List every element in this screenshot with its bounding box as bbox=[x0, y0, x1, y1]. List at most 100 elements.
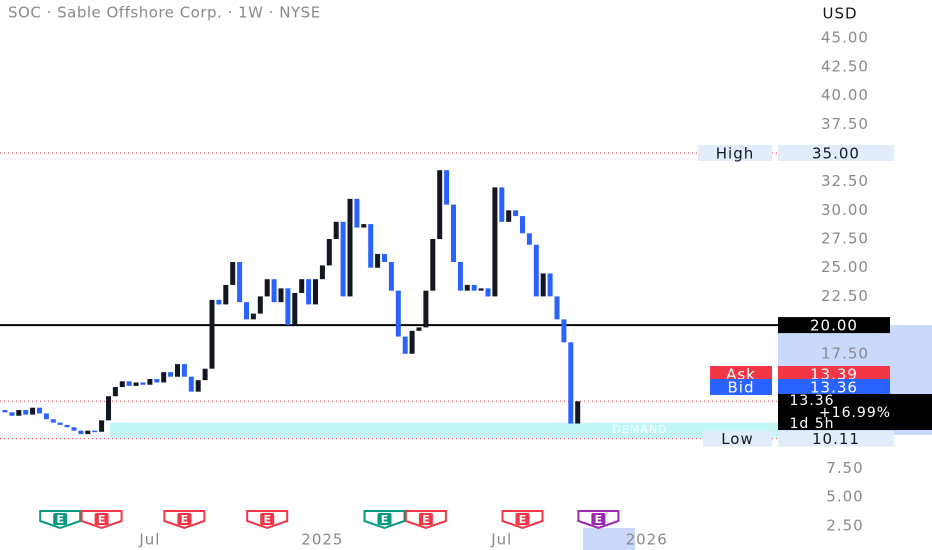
candle-body bbox=[464, 284, 470, 291]
low-label: Low bbox=[721, 430, 754, 448]
y-tick-label: 27.50 bbox=[821, 230, 869, 248]
candle-body bbox=[520, 216, 525, 234]
candle-body bbox=[306, 279, 312, 305]
y-tick-label: 22.50 bbox=[821, 287, 869, 305]
high-value-box bbox=[778, 144, 894, 161]
earnings-inner bbox=[94, 513, 109, 525]
candle-body bbox=[382, 253, 387, 262]
candle-body bbox=[423, 290, 429, 328]
earnings-inner bbox=[177, 513, 192, 525]
candle-body bbox=[209, 299, 215, 369]
candle-body bbox=[161, 372, 167, 383]
candle-body bbox=[375, 253, 381, 268]
candle-body bbox=[285, 288, 291, 326]
bid-value-box bbox=[778, 379, 890, 395]
y-tick-label: 5.00 bbox=[826, 488, 863, 506]
candle-body bbox=[485, 288, 491, 297]
candle-body bbox=[457, 261, 463, 291]
candle-body bbox=[126, 381, 132, 386]
candle-body bbox=[230, 261, 236, 285]
candle-body bbox=[264, 279, 270, 297]
candle-body bbox=[395, 290, 401, 337]
earnings-label: E bbox=[595, 513, 603, 526]
earnings-inner bbox=[515, 513, 530, 525]
earnings-label: E bbox=[181, 513, 189, 526]
candle-body bbox=[64, 424, 70, 428]
candle-body bbox=[2, 410, 8, 413]
x-tick-label: 2026 bbox=[626, 531, 668, 549]
candle-body bbox=[85, 430, 91, 435]
candle-body bbox=[319, 265, 325, 280]
candle-body bbox=[133, 382, 139, 386]
y-tick-label: 42.50 bbox=[821, 57, 869, 75]
candle-body bbox=[119, 381, 125, 388]
candle-body bbox=[409, 330, 415, 354]
x-tick-label: Jul bbox=[138, 531, 160, 549]
candle-body bbox=[554, 296, 560, 320]
bid-label: Bid bbox=[728, 379, 755, 397]
last-box bbox=[778, 394, 932, 430]
time-highlight bbox=[583, 528, 635, 550]
candle-body bbox=[50, 419, 56, 423]
candle-body bbox=[478, 288, 484, 291]
candle-body bbox=[223, 284, 229, 305]
high-label-box bbox=[698, 144, 772, 161]
y-tick-label: 45.00 bbox=[821, 29, 869, 47]
earnings-inner bbox=[591, 513, 606, 525]
candle-body bbox=[547, 273, 553, 297]
candle-body bbox=[140, 382, 146, 385]
candle-body bbox=[568, 342, 574, 424]
x-tick-label: Jul bbox=[490, 531, 512, 549]
ask-value-box bbox=[778, 366, 890, 382]
candle-body bbox=[271, 279, 277, 303]
candle-body bbox=[106, 396, 111, 421]
candle-body bbox=[340, 221, 346, 297]
low-value-box bbox=[778, 430, 894, 447]
candle-body bbox=[278, 288, 284, 303]
candle-body bbox=[506, 210, 512, 222]
candle-body bbox=[202, 368, 208, 381]
candle-body bbox=[16, 410, 22, 416]
candle-body bbox=[299, 279, 305, 293]
ask-label-box bbox=[710, 366, 772, 382]
high-label: High bbox=[716, 144, 754, 162]
candle-body bbox=[292, 292, 298, 326]
candle-body bbox=[575, 401, 581, 424]
candle-body bbox=[112, 387, 118, 397]
candle-body bbox=[244, 302, 249, 320]
candle-body bbox=[23, 410, 29, 415]
countdown: 1d 5h bbox=[789, 416, 834, 432]
earnings-label: E bbox=[263, 513, 271, 526]
y-tick-label: 17.50 bbox=[821, 344, 869, 362]
y-tick-label: 2.50 bbox=[826, 516, 863, 534]
low-value: 10.11 bbox=[812, 430, 860, 448]
candle-body bbox=[237, 261, 243, 303]
candle-body bbox=[326, 239, 332, 266]
candle-body bbox=[168, 372, 174, 377]
earnings-label: E bbox=[381, 513, 389, 526]
candle-body bbox=[71, 427, 77, 431]
y-tick-label: 32.50 bbox=[821, 172, 869, 190]
high-value: 35.00 bbox=[812, 144, 860, 162]
candle-body bbox=[368, 224, 374, 268]
currency: USD bbox=[822, 5, 857, 23]
candle-body bbox=[43, 413, 49, 420]
candle-body bbox=[147, 379, 153, 385]
candle-body bbox=[57, 422, 63, 425]
candle-body bbox=[216, 299, 222, 305]
candle-body bbox=[561, 319, 567, 343]
earnings-label: E bbox=[56, 513, 64, 526]
earnings-inner bbox=[418, 513, 433, 525]
candle-body bbox=[416, 327, 422, 331]
candle-body bbox=[92, 430, 98, 433]
candle-body bbox=[154, 379, 160, 383]
last-price: 13.36 bbox=[789, 393, 834, 409]
candle-body bbox=[430, 239, 436, 291]
last-change: +16.99% bbox=[819, 405, 891, 421]
low-label-box bbox=[703, 430, 772, 447]
candle-body bbox=[437, 170, 443, 240]
candle-body bbox=[347, 198, 353, 297]
candle-body bbox=[499, 187, 505, 222]
candle-body bbox=[533, 244, 539, 297]
